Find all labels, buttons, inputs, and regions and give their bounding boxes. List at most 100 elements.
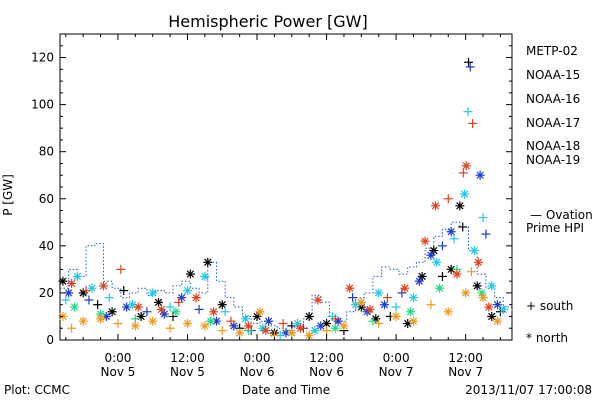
marker-metp-02-north bbox=[429, 246, 439, 256]
legend-item-noaa-17: NOAA-17 bbox=[526, 116, 580, 130]
marker-noaa-16-north bbox=[87, 283, 97, 293]
marker-noaa-17-north bbox=[206, 316, 216, 326]
marker-noaa-15-south bbox=[348, 293, 358, 303]
marker-noaa-16-north bbox=[487, 281, 497, 291]
marker-noaa-16-north bbox=[459, 189, 469, 199]
legend-item-noaa-15: NOAA-15 bbox=[526, 68, 580, 82]
marker-noaa-16-south bbox=[104, 293, 114, 303]
y-tick-label: 0 bbox=[46, 333, 54, 347]
marker-noaa-19-north bbox=[431, 201, 441, 211]
marker-noaa-15-north bbox=[159, 309, 169, 319]
marker-metp-02-north bbox=[136, 311, 146, 321]
marker-metp-02-north bbox=[455, 201, 465, 211]
marker-noaa-15-north bbox=[264, 316, 274, 326]
marker-metp-02-north bbox=[107, 307, 117, 317]
marker-metp-02-north bbox=[472, 281, 482, 291]
x-tick-time-label: 12:00 bbox=[170, 351, 205, 365]
marker-noaa-15-north bbox=[493, 300, 503, 310]
legend: METP-02 NOAA-15 NOAA-16 NOAA-17 NOAA-18 … bbox=[526, 44, 593, 345]
marker-noaa-19-north bbox=[133, 302, 143, 312]
marker-noaa-19-south bbox=[458, 168, 468, 178]
marker-noaa-18-south bbox=[322, 326, 332, 336]
marker-noaa-17-north bbox=[69, 302, 79, 312]
marker-noaa-15-south bbox=[465, 62, 475, 72]
marker-metp-02-south bbox=[168, 311, 178, 321]
marker-noaa-16-south bbox=[61, 295, 71, 305]
x-tick-time-label: 12:00 bbox=[448, 351, 483, 365]
legend-ovation-label: — Ovation bbox=[530, 208, 593, 222]
marker-noaa-15-south bbox=[84, 295, 94, 305]
marker-noaa-15-south bbox=[481, 229, 491, 239]
marker-metp-02-south bbox=[119, 286, 129, 296]
marker-noaa-16-north bbox=[148, 288, 158, 298]
marker-noaa-18-north bbox=[78, 316, 88, 326]
marker-noaa-15-north bbox=[380, 300, 390, 310]
marker-noaa-18-south bbox=[426, 300, 436, 310]
marker-noaa-19-north bbox=[365, 304, 375, 314]
marker-noaa-19-north bbox=[420, 236, 430, 246]
marker-noaa-18-north bbox=[200, 321, 210, 331]
x-tick-time-label: 0:00 bbox=[383, 351, 410, 365]
marker-noaa-17-south bbox=[368, 316, 378, 326]
marker-noaa-16-north bbox=[200, 271, 210, 281]
marker-metp-02-north bbox=[487, 311, 497, 321]
marker-noaa-16-south bbox=[463, 107, 473, 117]
marker-noaa-15-south bbox=[437, 241, 447, 251]
marker-noaa-18-north bbox=[443, 307, 453, 317]
marker-metp-02-north bbox=[252, 311, 262, 321]
marker-noaa-18-north bbox=[182, 319, 192, 329]
marker-noaa-19-south bbox=[278, 319, 288, 329]
marker-noaa-18-south bbox=[217, 326, 227, 336]
marker-noaa-19-north bbox=[156, 304, 166, 314]
marker-noaa-16-south bbox=[449, 234, 459, 244]
marker-noaa-15-north bbox=[475, 170, 485, 180]
x-tick-date-label: Nov 7 bbox=[379, 365, 414, 379]
marker-noaa-18-south bbox=[165, 323, 175, 333]
marker-noaa-16-north bbox=[408, 293, 418, 303]
legend-ovation-sublabel: Prime HPI bbox=[526, 221, 584, 235]
marker-noaa-19-south bbox=[468, 118, 478, 128]
legend-south-marker: + south bbox=[526, 299, 573, 313]
marker-noaa-19-south bbox=[330, 314, 340, 324]
y-tick-label: 60 bbox=[39, 192, 54, 206]
marker-noaa-16-south bbox=[165, 302, 175, 312]
marker-noaa-18-south bbox=[67, 323, 77, 333]
marker-noaa-19-south bbox=[226, 316, 236, 326]
marker-noaa-18-north bbox=[304, 330, 314, 340]
marker-noaa-17-north bbox=[330, 323, 340, 333]
plot-frame bbox=[59, 33, 513, 341]
y-axis: 0 20 40 60 80 100 120 bbox=[31, 33, 512, 347]
y-tick-label: 80 bbox=[39, 145, 54, 159]
marker-metp-02-north bbox=[154, 297, 164, 307]
x-tick-date-label: Nov 5 bbox=[170, 365, 205, 379]
scatter-markers bbox=[58, 57, 508, 340]
x-tick-date-label: Nov 7 bbox=[448, 365, 483, 379]
marker-noaa-15-north bbox=[414, 276, 424, 286]
marker-noaa-15-north bbox=[64, 288, 74, 298]
marker-noaa-15-north bbox=[316, 321, 326, 331]
x-tick-date-label: Nov 6 bbox=[240, 365, 275, 379]
marker-noaa-16-south bbox=[220, 307, 230, 317]
marker-noaa-18-south bbox=[113, 319, 123, 329]
marker-noaa-16-south bbox=[391, 302, 401, 312]
marker-metp-02-south bbox=[93, 300, 103, 310]
marker-noaa-18-north bbox=[356, 297, 366, 307]
y-axis-label: P [GW] bbox=[1, 174, 15, 216]
x-tick-date-label: Nov 6 bbox=[309, 365, 344, 379]
marker-metp-02-south bbox=[458, 222, 468, 232]
marker-noaa-15-south bbox=[397, 288, 407, 298]
marker-noaa-19-north bbox=[209, 307, 219, 317]
legend-item-noaa-19: NOAA-19 bbox=[526, 153, 580, 167]
marker-noaa-18-north bbox=[493, 316, 503, 326]
marker-metp-02-north bbox=[203, 257, 213, 267]
x-tick-time-label: 12:00 bbox=[309, 351, 344, 365]
marker-noaa-16-south bbox=[478, 213, 488, 223]
y-tick-label: 100 bbox=[31, 98, 54, 112]
marker-noaa-18-north bbox=[255, 307, 265, 317]
marker-noaa-15-south bbox=[194, 304, 204, 314]
y-tick-label: 40 bbox=[39, 239, 54, 253]
marker-noaa-16-north bbox=[469, 246, 479, 256]
marker-noaa-19-north bbox=[98, 281, 108, 291]
marker-noaa-19-north bbox=[400, 283, 410, 293]
